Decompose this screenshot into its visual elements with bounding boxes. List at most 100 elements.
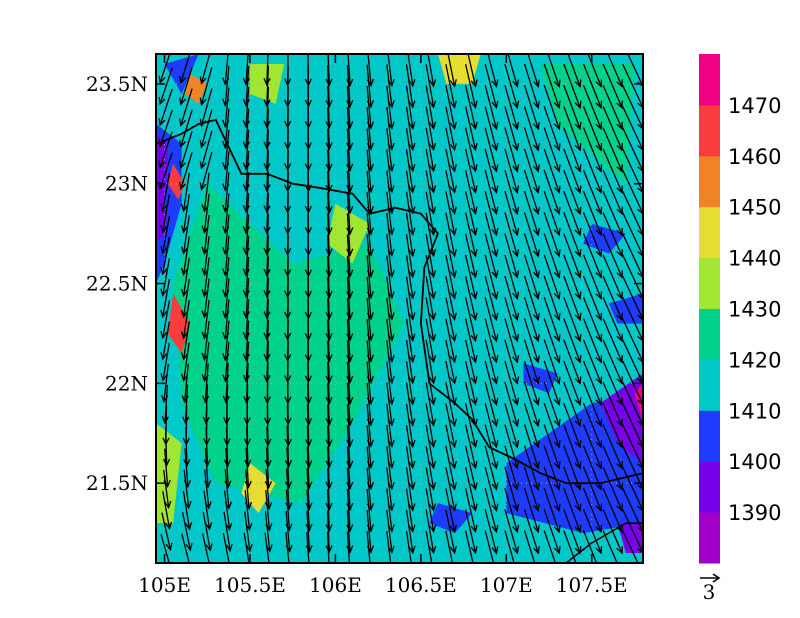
wind-vector	[484, 530, 495, 563]
wind-vector	[445, 318, 457, 364]
wind-vector	[587, 54, 603, 88]
wind-vector	[263, 54, 271, 87]
wind-vector	[582, 63, 603, 110]
wind-vector	[602, 297, 623, 343]
wind-vector	[484, 275, 499, 322]
wind-vector	[484, 509, 499, 555]
wind-vector	[582, 127, 603, 173]
wind-vector	[504, 381, 520, 428]
wind-vector	[464, 191, 478, 237]
wind-vector	[325, 361, 333, 405]
wind-vector	[158, 131, 173, 169]
wind-vector	[425, 403, 437, 449]
wind-vector	[504, 424, 520, 470]
wind-vector	[179, 88, 193, 127]
wind-vector	[543, 63, 561, 110]
wind-vector	[582, 509, 603, 555]
wind-vector	[523, 466, 540, 513]
wind-vector	[445, 467, 457, 512]
wind-vector	[405, 509, 416, 555]
wind-vector	[622, 509, 643, 554]
wind-vector	[563, 212, 582, 258]
wind-vector	[504, 318, 520, 364]
wind-vector	[504, 339, 520, 385]
wind-vector	[325, 489, 333, 533]
wind-vector	[263, 341, 271, 384]
wind-vector	[602, 381, 623, 428]
wind-vector	[160, 215, 171, 255]
wind-vector	[543, 403, 561, 449]
wind-vector	[602, 212, 623, 258]
wind-vector	[523, 148, 540, 194]
colorbar-labels: 1390 1400 1410 1420 1430 1440 1450 1460 1470	[728, 94, 781, 525]
wind-vector	[425, 509, 437, 555]
wind-vector	[582, 318, 603, 364]
wind-vector	[563, 339, 582, 385]
contour-region-21	[634, 383, 643, 424]
wind-vector	[244, 511, 253, 553]
wind-vector	[602, 466, 623, 512]
wind-vector	[563, 318, 582, 364]
wind-vector	[464, 148, 478, 194]
wind-vector	[523, 445, 540, 491]
wind-vector	[405, 446, 416, 491]
wind-vector	[182, 490, 193, 531]
wind-vector	[160, 236, 171, 276]
wind-vector	[366, 531, 371, 563]
wind-vector	[199, 54, 211, 85]
wind-vector	[162, 427, 171, 467]
x-tick-label: 105E	[138, 573, 191, 597]
wind-vector	[582, 403, 603, 449]
reference-vector-label: 3	[703, 580, 716, 604]
wind-vector	[445, 424, 457, 470]
wind-vector	[445, 360, 457, 406]
wind-vector	[425, 255, 437, 300]
wind-vector	[325, 510, 333, 554]
wind-vector	[405, 361, 416, 406]
wind-vector	[484, 191, 499, 237]
wind-vector	[464, 254, 478, 300]
wind-vector	[563, 190, 582, 237]
wind-vector	[504, 85, 520, 131]
wind-vector	[263, 171, 271, 214]
wind-vector	[602, 84, 623, 131]
wind-vector	[523, 127, 540, 173]
wind-vector	[563, 63, 582, 110]
wind-vector	[563, 169, 582, 216]
wind-vector	[158, 88, 173, 127]
wind-vector	[305, 425, 313, 469]
wind-vector	[504, 360, 520, 407]
wind-vector	[199, 109, 213, 149]
wind-vector	[405, 488, 416, 533]
colorbar-band	[699, 155, 720, 208]
wind-vector	[602, 106, 623, 152]
wind-vector	[405, 234, 416, 279]
wind-vector	[445, 339, 457, 385]
wind-vector	[622, 63, 643, 109]
wind-vector	[263, 86, 271, 129]
x-tick-label: 107.5E	[556, 573, 628, 597]
wind-vector	[504, 530, 515, 563]
wind-vector	[563, 466, 582, 512]
wind-vector	[602, 403, 623, 449]
wind-vector	[563, 233, 582, 279]
wind-vector	[563, 106, 582, 152]
wind-vector	[325, 128, 333, 172]
wind-vector	[484, 403, 499, 449]
wind-vector	[622, 424, 643, 469]
wind-vector	[543, 381, 561, 428]
wind-vector	[179, 130, 193, 170]
wind-vector	[325, 107, 333, 151]
wind-vector	[445, 382, 457, 428]
contour-region-18	[168, 293, 191, 354]
wind-vector	[325, 298, 333, 342]
wind-vector	[325, 404, 333, 448]
wind-vector	[563, 254, 582, 301]
wind-vector	[199, 88, 213, 128]
wind-vector	[602, 487, 623, 534]
wind-vector	[543, 106, 561, 152]
wind-vector	[405, 318, 416, 364]
wind-vector	[180, 215, 190, 255]
wind-vector	[180, 236, 190, 276]
wind-vector	[445, 85, 457, 131]
